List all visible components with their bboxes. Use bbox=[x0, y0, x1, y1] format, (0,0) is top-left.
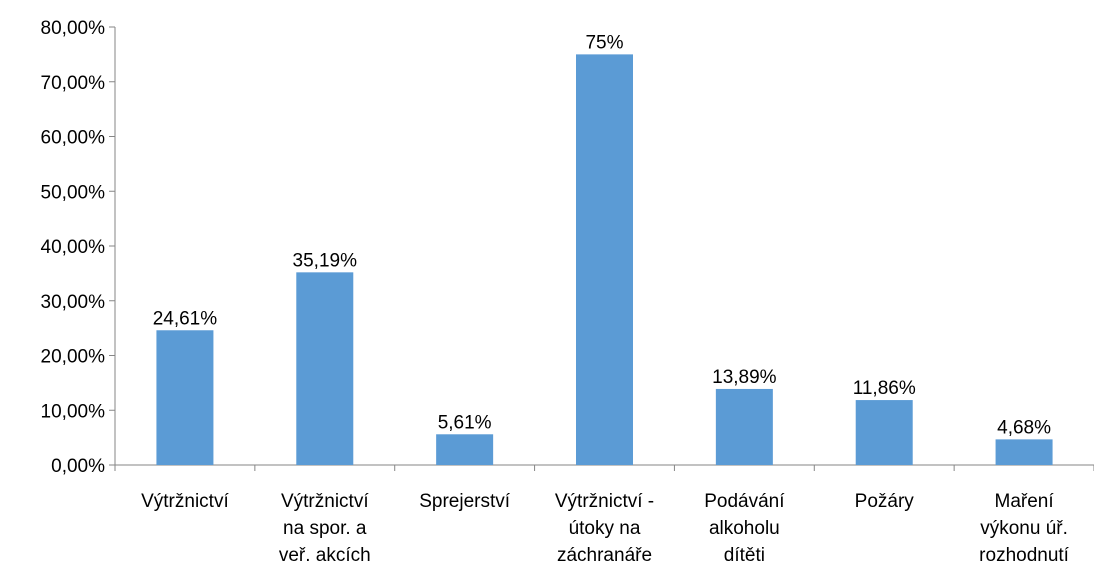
x-tick-label: Podávání alkoholu dítěti bbox=[704, 491, 785, 566]
data-label: 13,89% bbox=[712, 367, 777, 388]
data-label: 24,61% bbox=[153, 308, 218, 329]
bar bbox=[576, 54, 633, 465]
y-tick-label: 10,00% bbox=[41, 401, 106, 422]
y-tick-label: 0,00% bbox=[51, 456, 105, 477]
y-tick-label: 40,00% bbox=[41, 237, 106, 258]
data-label: 11,86% bbox=[853, 378, 916, 399]
bar bbox=[995, 439, 1053, 465]
data-label: 35,19% bbox=[293, 250, 358, 271]
y-tick-label: 30,00% bbox=[41, 292, 106, 313]
x-tick-label: Výtržnictví -útoky na záchranáře bbox=[555, 491, 654, 566]
y-tick-label: 50,00% bbox=[41, 182, 106, 203]
y-tick-label: 70,00% bbox=[41, 73, 106, 94]
x-tick-label: Sprejerství bbox=[419, 491, 511, 512]
bar bbox=[436, 434, 494, 465]
x-tick-label: Výtržnictví na spor. a veř. akcích bbox=[279, 491, 371, 566]
y-tick-label: 60,00% bbox=[41, 128, 106, 149]
bar bbox=[156, 330, 214, 465]
x-tick-label: Požáry bbox=[855, 491, 915, 512]
y-tick-label: 80,00% bbox=[41, 18, 106, 39]
y-tick-label: 20,00% bbox=[41, 347, 106, 368]
bar bbox=[296, 272, 354, 465]
data-label: 4,68% bbox=[997, 417, 1051, 438]
x-tick-label: Maření výkonu úř. rozhodnutí bbox=[979, 491, 1070, 566]
bar bbox=[715, 388, 773, 465]
bar bbox=[855, 400, 913, 465]
data-label: 5,61% bbox=[438, 412, 492, 433]
x-tick-label: Výtržnictví bbox=[141, 491, 229, 512]
data-label: 75% bbox=[585, 32, 623, 53]
